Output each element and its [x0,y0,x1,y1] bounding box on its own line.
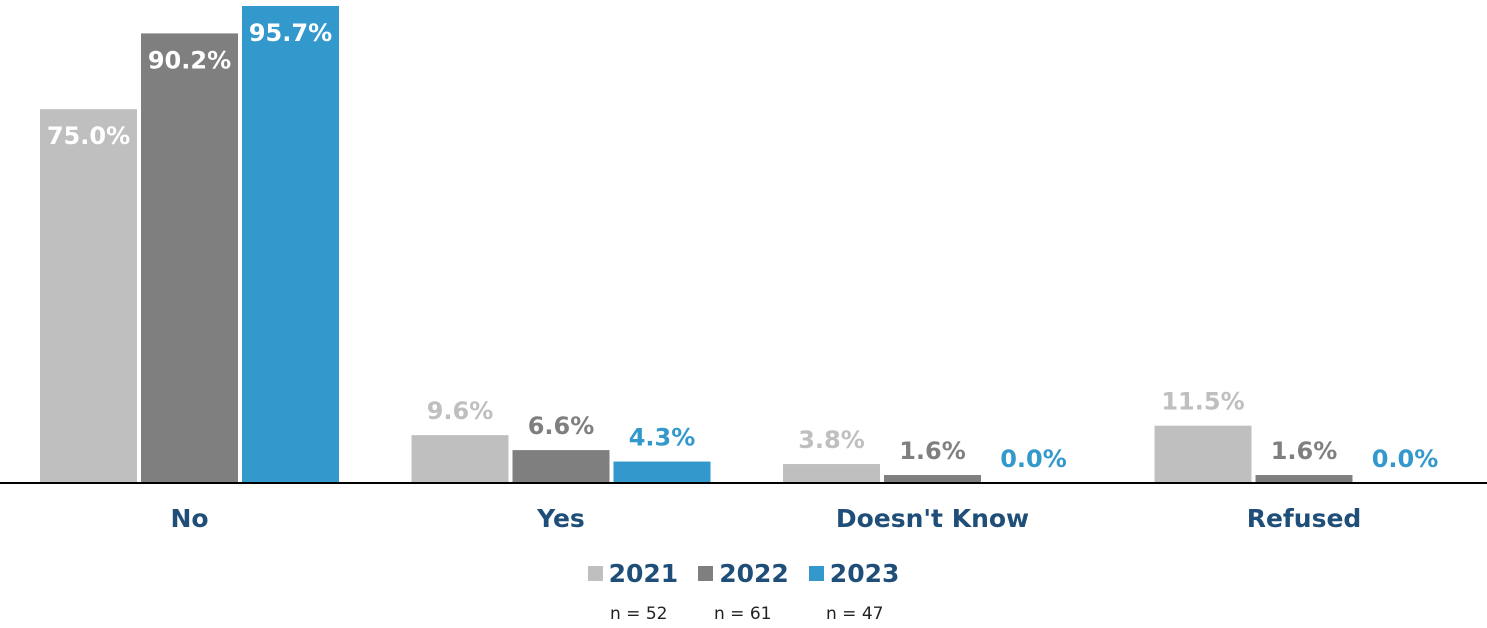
bar-2021-0 [40,109,137,484]
legend: 2021 2022 2023 [0,559,1487,588]
category-label-3: Refused [1247,504,1362,533]
legend-item-2022: 2022 [698,559,789,588]
data-label-2023-1: 4.3% [629,424,696,452]
legend-item-2021: 2021 [587,559,679,588]
data-label-2021-1: 9.6% [427,397,494,425]
bar-2022-0 [141,33,238,484]
bar-2022-1 [512,450,610,483]
legend-swatch-2021 [587,566,603,581]
data-label-2021-0: 75.0% [47,122,130,150]
legend-swatch-2023 [808,566,824,581]
data-label-2021-2: 3.8% [798,426,865,454]
legend-swatch-2022 [698,566,714,581]
bar-2022-2 [884,475,981,483]
sample-size-2021: n = 52 [610,604,668,624]
sample-size-2022: n = 61 [714,604,772,624]
sample-size-2023: n = 47 [826,604,884,624]
bar-2023-0 [242,6,339,483]
data-label-2022-3: 1.6% [1271,437,1338,465]
data-label-2022-0: 90.2% [148,46,231,74]
legend-label-2021: 2021 [608,559,679,588]
data-label-2022-2: 1.6% [899,437,966,465]
category-label-0: No [170,504,208,533]
data-label-2023-2: 0.0% [1000,445,1067,473]
data-label-2022-1: 6.6% [528,412,595,440]
legend-item-2023: 2023 [808,559,900,588]
category-label-2: Doesn't Know [836,504,1029,533]
bar-2021-3 [1154,425,1252,483]
legend-label-2022: 2022 [719,559,789,588]
bar-2021-1 [411,435,509,483]
data-label-2021-3: 11.5% [1161,388,1244,416]
bar-chart: 75.0% 90.2% 95.7% No 9.6% 6.6% 4.3% Yes 3.8% 1.6%… [0,6,1487,533]
data-label-2023-3: 0.0% [1372,445,1439,473]
bar-2022-3 [1255,475,1353,483]
sample-sizes: n = 52 n = 61 n = 47 [0,604,1487,628]
category-label-1: Yes [536,504,585,533]
legend-label-2023: 2023 [829,559,900,588]
data-label-2023-0: 95.7% [249,19,332,47]
bar-2023-1 [613,461,711,483]
bar-2021-2 [783,464,880,483]
